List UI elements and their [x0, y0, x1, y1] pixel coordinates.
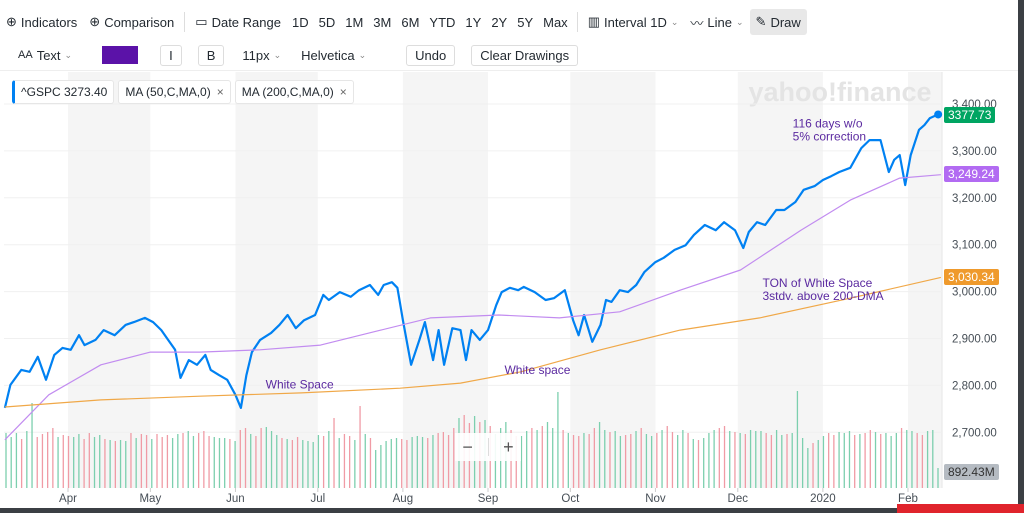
text-tool-dropdown[interactable]: AA Text ⌄: [18, 47, 73, 63]
date-range-button[interactable]: ▭ Date Range: [195, 14, 281, 30]
legend-ma200[interactable]: MA (200,C,MA,0) ×: [234, 80, 354, 104]
calendar-icon: ▭: [195, 14, 208, 29]
month-band: [737, 72, 823, 488]
price-chart[interactable]: yahoo!finance 3,400.003,300.003,200.003,1…: [0, 71, 1018, 508]
chart-toolbar: ⊕ Indicators ⊕ Comparison ▭ Date Range 1D 5D…: [0, 8, 1018, 36]
divider: [487, 438, 489, 456]
month-band: [402, 72, 488, 488]
indicators-button[interactable]: ⊕ Indicators: [6, 14, 78, 30]
font-family-dropdown[interactable]: Helvetica ⌄: [301, 47, 367, 63]
x-tick-label: Oct: [561, 493, 580, 505]
range-2y[interactable]: 2Y: [491, 14, 508, 30]
range-5d[interactable]: 5D: [318, 14, 336, 30]
clear-drawings-button[interactable]: Clear Drawings: [471, 44, 579, 66]
text-size-icon: AA: [18, 49, 33, 61]
undo-button[interactable]: Undo: [406, 44, 456, 66]
x-tick-label: Apr: [59, 493, 77, 505]
chevron-down-icon: ⌄: [670, 16, 679, 27]
bold-button[interactable]: B: [197, 44, 225, 66]
zoom-in-button[interactable]: +: [503, 436, 514, 457]
annotation-text: 116 days w/o: [793, 116, 863, 130]
divider: [576, 12, 578, 32]
draw-toolbar: AA Text ⌄ I B 11px ⌄ Helvetica ⌄ Undo Clear …: [0, 42, 1018, 68]
legend-ma50[interactable]: MA (50,C,MA,0) ×: [118, 80, 231, 104]
chevron-down-icon: ⌄: [273, 49, 282, 60]
comparison-button[interactable]: ⊕ Comparison: [89, 14, 175, 30]
line-chart-icon: 〰: [690, 15, 704, 31]
price-line: [3, 113, 939, 409]
interval-icon: ▥: [587, 14, 600, 29]
y-tick-label: 2,700.00: [952, 427, 997, 439]
month-band: [570, 72, 656, 488]
close-icon[interactable]: ×: [216, 85, 224, 99]
y-tick-label: 2,800.00: [952, 380, 997, 392]
zoom-controls: − +: [455, 433, 521, 461]
range-3m[interactable]: 3M: [373, 14, 392, 30]
range-max[interactable]: Max: [543, 14, 568, 30]
x-tick-label: May: [139, 493, 161, 505]
month-band: [68, 72, 151, 488]
annotation-text: 5% correction: [793, 129, 866, 143]
annotation-text: TON of White Space: [762, 276, 872, 290]
last-value-badge: 3377.73: [944, 107, 996, 123]
divider: [0, 70, 1018, 71]
legend: ^GSPC 3273.40 MA (50,C,MA,0) × MA (200,C,…: [12, 80, 354, 104]
x-tick-label: Aug: [393, 493, 413, 505]
x-tick-label: Nov: [645, 493, 666, 505]
month-band: [235, 72, 318, 488]
last-value-badge: 3,249.24: [944, 166, 999, 182]
chevron-down-icon: ⌄: [64, 49, 73, 60]
red-bar: [897, 504, 1024, 513]
range-5y[interactable]: 5Y: [517, 14, 534, 30]
annotation-text: White space: [504, 363, 570, 377]
range-buttons: 1D 5D 1M 3M 6M YTD 1Y 2Y 5Y Max: [287, 9, 573, 35]
annotation-text: 3stdv. above 200-DMA: [762, 289, 883, 303]
last-price-dot: [934, 110, 943, 119]
range-1m[interactable]: 1M: [345, 14, 364, 30]
annotation-text: White Space: [266, 378, 334, 392]
window-border: [1018, 0, 1024, 513]
y-tick-label: 3,300.00: [952, 146, 997, 158]
y-tick-label: 2,900.00: [952, 334, 997, 346]
x-tick-label: Dec: [728, 493, 749, 505]
line-type-dropdown[interactable]: 〰 Line ⌄: [690, 14, 744, 31]
ma200-line: [4, 276, 942, 408]
window-border: [0, 508, 1024, 513]
chevron-down-icon: ⌄: [358, 49, 367, 60]
last-value-badge: 892.43M: [944, 464, 999, 480]
range-6m[interactable]: 6M: [401, 14, 420, 30]
ma50-line: [4, 174, 941, 441]
last-value-badge: 3,030.34: [944, 269, 999, 285]
x-tick-label: Jun: [226, 493, 245, 505]
y-tick-label: 3,200.00: [952, 193, 997, 205]
watermark-logo: yahoo!finance: [748, 77, 931, 107]
chevron-down-icon: ⌄: [736, 16, 744, 27]
close-icon[interactable]: ×: [339, 85, 347, 99]
legend-symbol[interactable]: ^GSPC 3273.40: [12, 80, 115, 104]
x-tick-label: Sep: [478, 493, 498, 505]
plus-circle-icon: ⊕: [89, 14, 101, 29]
font-size-dropdown[interactable]: 11px ⌄: [242, 47, 282, 63]
y-tick-label: 3,100.00: [952, 240, 997, 252]
italic-button[interactable]: I: [160, 44, 182, 66]
plus-circle-icon: ⊕: [6, 14, 17, 29]
month-band: [907, 72, 942, 488]
x-tick-label: Jul: [310, 493, 325, 505]
color-swatch[interactable]: [102, 46, 139, 64]
zoom-out-button[interactable]: −: [462, 436, 473, 457]
range-ytd[interactable]: YTD: [429, 14, 456, 30]
draw-button[interactable]: ✎ Draw: [749, 9, 807, 35]
range-1y[interactable]: 1Y: [465, 14, 482, 30]
pencil-icon: ✎: [755, 14, 767, 29]
interval-dropdown[interactable]: ▥ Interval 1D ⌄: [587, 14, 679, 30]
range-1d[interactable]: 1D: [291, 14, 309, 30]
x-tick-label: Feb: [898, 493, 918, 505]
divider: [184, 12, 186, 32]
x-tick-label: 2020: [810, 493, 836, 505]
y-tick-label: 3,000.00: [952, 287, 997, 299]
